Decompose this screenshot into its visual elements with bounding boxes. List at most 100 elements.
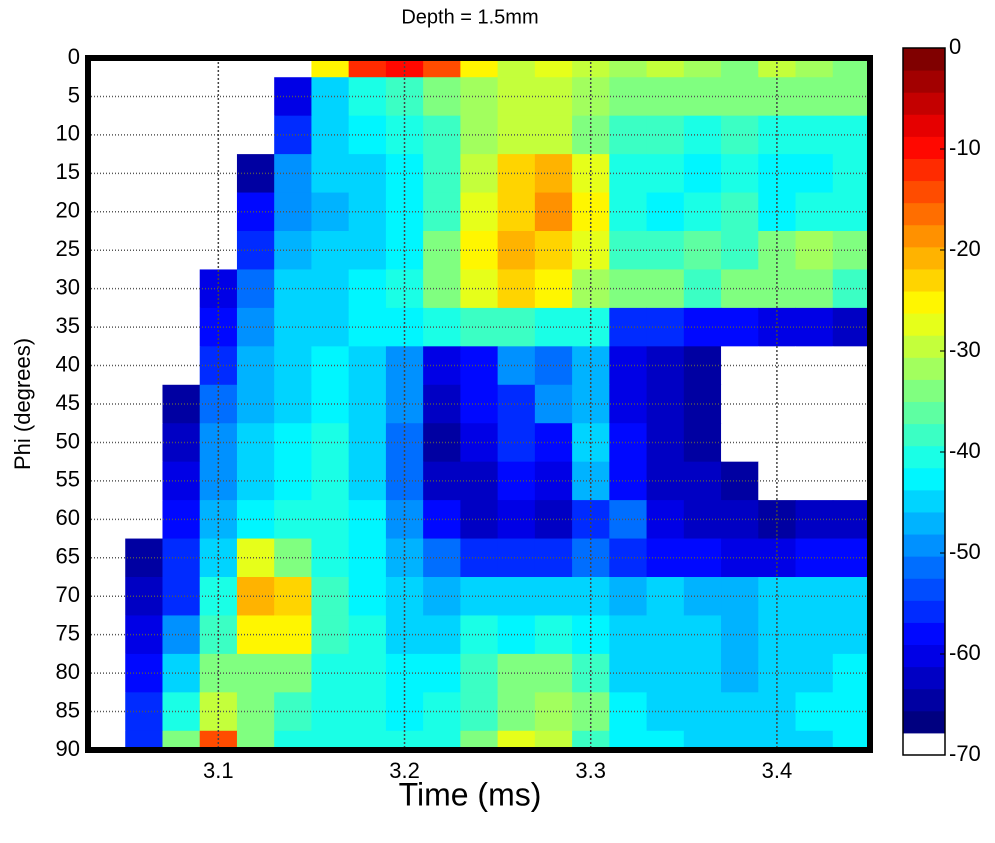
- heatmap-cell: [274, 58, 312, 78]
- heatmap-cell: [236, 192, 275, 232]
- heatmap-cell: [348, 730, 387, 750]
- heatmap-cell: [274, 538, 312, 578]
- heatmap-cell: [125, 577, 163, 616]
- colorbar: 0 -10 -20 -30 -40 -50 -60 -70: [902, 34, 981, 766]
- heatmap-cell: [795, 58, 834, 78]
- colorbar-segment: [903, 114, 945, 137]
- heatmap-cell: [125, 307, 163, 347]
- heatmap-cell: [125, 461, 163, 501]
- heatmap-cell: [311, 307, 350, 347]
- heatmap-cell: [274, 154, 312, 194]
- heatmap-cell: [311, 192, 350, 232]
- heatmap-cell: [274, 192, 312, 232]
- heatmap-cell: [274, 500, 312, 540]
- y-tick-label: 0: [68, 44, 80, 69]
- colorbar-segment: [903, 246, 945, 270]
- colorbar-segment: [903, 158, 945, 182]
- heatmap-cell: [162, 730, 201, 750]
- x-tick-label: 3.3: [575, 758, 606, 783]
- colorbar-segment: [903, 467, 945, 491]
- heatmap-cell: [274, 730, 312, 750]
- heatmap-cell: [311, 730, 350, 750]
- heatmap-cell: [348, 58, 387, 78]
- heatmap-cell: [236, 346, 275, 386]
- heatmap-cell: [311, 615, 350, 655]
- colorbar-segment: [903, 622, 945, 646]
- heatmap-cell: [572, 730, 610, 750]
- heatmap-cell: [609, 58, 648, 78]
- x-axis-label: Time (ms): [399, 776, 542, 812]
- heatmap-cell: [311, 58, 350, 78]
- heatmap-cell: [534, 58, 573, 78]
- y-tick-label: 25: [56, 236, 80, 261]
- x-tick-label: 3.2: [389, 758, 420, 783]
- colorbar-segment: [903, 335, 945, 358]
- heatmap-cell: [274, 346, 312, 386]
- heatmap-cell: [274, 577, 312, 616]
- heatmap-cell: [236, 500, 275, 540]
- heatmap-cell: [274, 692, 312, 732]
- heatmap-cell: [236, 577, 275, 616]
- colorbar-segment: [903, 379, 945, 402]
- colorbar-segment: [903, 268, 945, 292]
- heatmap-cell: [236, 384, 275, 424]
- heatmap-cell: [311, 461, 350, 501]
- heatmap-cell: [125, 115, 163, 155]
- x-tick-label: 3.4: [762, 758, 793, 783]
- colorbar-segment: [903, 732, 945, 756]
- heatmap-cell: [125, 730, 163, 750]
- heatmap-cell: [534, 730, 573, 750]
- heatmap-cell: [125, 58, 163, 78]
- heatmap-cell: [311, 269, 350, 309]
- colorbar-segment: [903, 489, 945, 513]
- heatmap-cell: [460, 58, 499, 78]
- y-tick-label: 90: [56, 736, 80, 761]
- heatmap-cell: [460, 730, 499, 750]
- heatmap-cell: [311, 154, 350, 194]
- heatmap-cell: [311, 231, 350, 270]
- heatmap-cell: [274, 77, 312, 117]
- heatmap-cell: [125, 423, 163, 463]
- colorbar-tick-label: -10: [949, 135, 981, 160]
- colorbar-segment: [903, 313, 945, 336]
- y-tick-label: 60: [56, 505, 80, 530]
- y-tick-label: 5: [68, 82, 80, 107]
- colorbar-segment: [903, 180, 945, 204]
- heatmap-cell: [125, 538, 163, 578]
- heatmap-cell: [721, 58, 759, 78]
- heatmap-cell: [236, 77, 275, 117]
- heatmap-cell: [385, 730, 424, 750]
- y-tick-label: 50: [56, 428, 80, 453]
- heatmap-cell: [311, 577, 350, 616]
- heatmap-cell: [311, 115, 350, 155]
- colorbar-tick-label: -50: [949, 539, 981, 564]
- x-tick-label: 3.1: [203, 758, 234, 783]
- colorbar-segment: [903, 445, 945, 469]
- heatmap-cell: [236, 154, 275, 194]
- heatmap-cell: [311, 423, 350, 463]
- heatmap-cell: [423, 730, 461, 750]
- heatmap-cell: [758, 730, 797, 750]
- heatmap-cell: [236, 58, 275, 78]
- colorbar-segment: [903, 688, 945, 712]
- heatmap-cell: [646, 730, 685, 750]
- y-tick-label: 85: [56, 697, 80, 722]
- heatmap-cell: [274, 115, 312, 155]
- colorbar-tick-label: -30: [949, 337, 981, 362]
- heatmap-cell: [311, 384, 350, 424]
- y-tick-label: 70: [56, 582, 80, 607]
- colorbar-tick-label: -40: [949, 438, 981, 463]
- heatmap-cell: [274, 461, 312, 501]
- colorbar-segment: [903, 92, 945, 115]
- colorbar-segment: [903, 357, 945, 380]
- heatmap-cell: [88, 58, 126, 78]
- heatmap-cell: [125, 77, 163, 117]
- y-axis-label: Phi (degrees): [10, 338, 35, 470]
- heatmap-cell: [236, 461, 275, 501]
- heatmap-cell: [274, 307, 312, 347]
- heatmap-cell: [274, 423, 312, 463]
- heatmap-cell: [236, 307, 275, 347]
- y-tick-label: 55: [56, 467, 80, 492]
- heatmap-cell: [125, 346, 163, 386]
- colorbar-segment: [903, 401, 945, 425]
